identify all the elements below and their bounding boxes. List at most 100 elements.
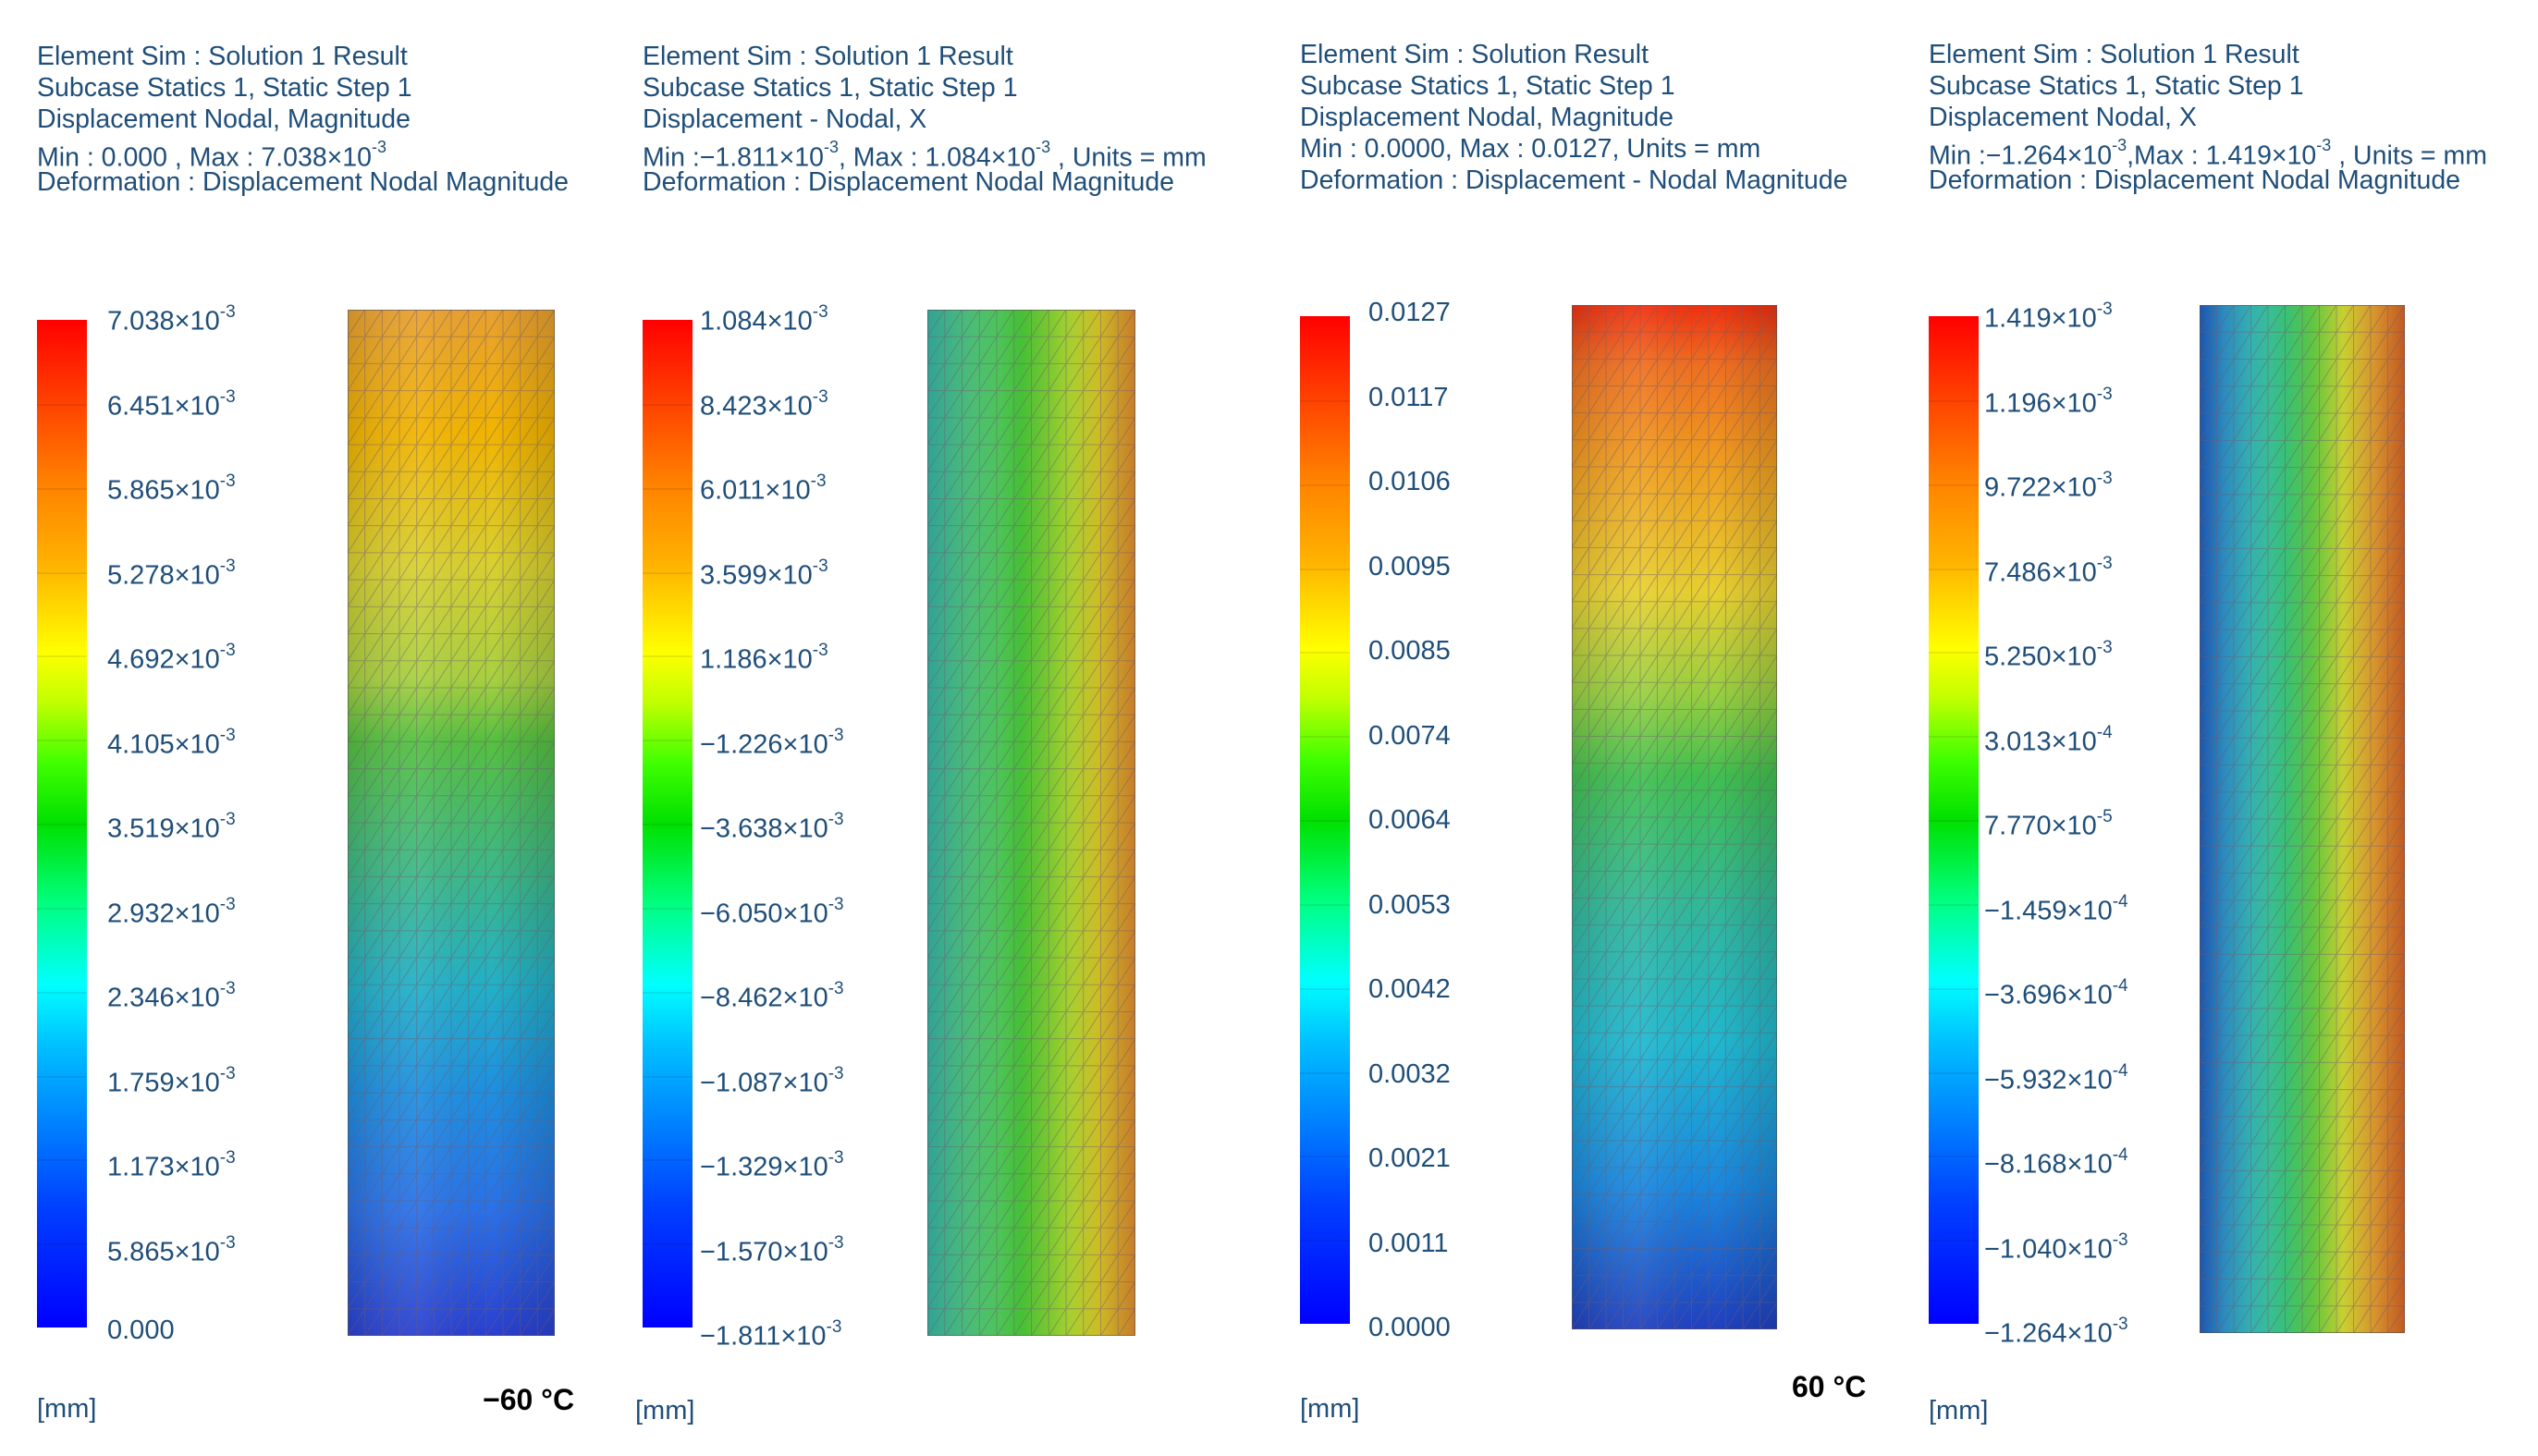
temperature-label: −60 °C [483,1383,575,1416]
header-line-2: Subcase Statics 1, Static Step 1 [1929,71,2304,101]
colorbar-label: −1.264×10-3 [1984,1313,2128,1349]
label-value: 5.865×10 [107,475,220,506]
header-line-1: Element Sim : Solution 1 Result [643,42,1013,71]
unit-label: [mm] [37,1394,97,1424]
colorbar-tick [1929,820,1979,822]
colorbar-label: −1.087×10-3 [700,1062,844,1098]
panel-3-header: Element Sim : Solution Result Subcase St… [1300,39,1847,196]
mesh-lines [348,310,555,1336]
label-exponent: -3 [2096,300,2113,319]
label-exponent: -3 [219,556,236,576]
colorbar-label: 3.013×10-4 [1984,721,2113,757]
label-value: 1.186×10 [700,644,813,675]
colorbar-label: −1.570×10-3 [700,1231,844,1267]
label-value: 0.0127 [1368,298,1451,327]
colorbar-tick [643,403,693,406]
colorbar-tick [1929,1071,1979,1074]
header-line-3: Displacement Nodal, Magnitude [1300,103,1674,132]
label-exponent: -3 [219,810,236,829]
colorbar-tick [1300,736,1350,739]
colorbar-tick [1929,903,1979,906]
cylinder-outline [348,310,555,1336]
label-value: −5.932×10 [1984,1065,2113,1095]
label-exponent: -3 [828,725,844,745]
colorbar-tick [1300,1071,1350,1074]
colorbar-label: 0.0042 [1368,974,1451,1004]
colorbar-tick [37,571,87,574]
label-value: 3.013×10 [1984,727,2097,757]
colorbar-label: 5.865×10-3 [107,1231,236,1267]
label-exponent: -4 [2112,1060,2128,1081]
min-text: Min :−1.264×10 [1929,141,2113,171]
label-exponent: -3 [219,302,236,322]
label-value: 7.486×10 [1984,557,2097,588]
label-exponent: -4 [2112,891,2128,912]
label-exponent: -3 [828,810,844,829]
colorbar-tick [643,655,693,658]
cylinder-contour [348,310,555,1336]
colorbar-tick [37,487,87,490]
mesh-grid [927,310,1135,1336]
label-value: 8.423×10 [700,391,813,422]
cylinder-shading [348,310,555,1336]
colorbar-tick [1929,568,1979,570]
colorbar-tick [1929,652,1979,655]
colorbar-label: 1.084×10-3 [700,300,828,336]
label-value: 3.599×10 [700,560,813,591]
mesh-grid [1572,305,1777,1329]
colorbar-tick [1300,652,1350,655]
label-exponent: -3 [219,979,236,998]
label-value: 0.0000 [1368,1313,1451,1342]
label-value: 2.932×10 [107,899,220,929]
panel-1-header: Element Sim : Solution 1 Result Subcase … [37,41,569,198]
label-exponent: -3 [810,471,827,491]
colorbar-label: 0.0095 [1368,552,1451,581]
colorbar-label: 7.486×10-3 [1984,552,2113,588]
label-exponent: -3 [828,894,844,914]
label-value: −1.264×10 [1984,1318,2113,1349]
label-exponent: -3 [219,386,236,407]
max-text: ,Max : 1.419×10 [2127,141,2317,171]
colorbar-tick [1300,987,1350,990]
colorbar-label: 7.038×10-3 [107,300,236,336]
label-exponent: -3 [812,641,828,660]
header-line-5: Deformation : Displacement - Nodal Magni… [1300,165,1848,195]
colorbar-tick [37,403,87,406]
colorbar-label: −8.168×10-4 [1984,1144,2128,1180]
label-value: −1.040×10 [1984,1234,2113,1265]
label-exponent: -3 [828,979,844,998]
label-value: 0.0074 [1368,720,1451,751]
colorbar-label: −1.040×10-3 [1984,1229,2128,1265]
colorbar-tick [37,991,87,994]
max-exponent: -3 [2316,136,2332,154]
colorbar-tick [643,907,693,910]
label-exponent: -3 [812,556,828,576]
colorbar-tick [643,740,693,742]
colorbar-tick [37,1243,87,1246]
label-exponent: -3 [812,302,828,322]
colorbar-label: −1.329×10-3 [700,1146,844,1182]
label-value: 5.865×10 [107,1237,220,1267]
colorbar [1300,316,1350,1324]
label-exponent: -3 [219,641,236,660]
label-value: −3.696×10 [1984,980,2113,1010]
mesh-grid [348,310,555,1336]
header-line-2: Subcase Statics 1, Static Step 1 [1300,71,1675,101]
label-value: −1.087×10 [700,1068,828,1098]
cylinder-outline [2200,305,2405,1333]
colorbar-tick [1929,987,1979,990]
colorbar-label: 5.250×10-3 [1984,636,2113,672]
label-value: 6.451×10 [107,391,220,422]
colorbar-tick [1300,903,1350,906]
colorbar-label: 2.346×10-3 [107,977,236,1013]
cylinder-svg [2200,305,2405,1333]
label-value: 9.722×10 [1984,472,2097,503]
colorbar-label: 5.278×10-3 [107,555,236,591]
colorbar-tick [1929,1156,1979,1158]
colorbar-label: 0.000 [107,1315,175,1345]
label-value: 1.759×10 [107,1068,220,1098]
colorbar-tick [1300,820,1350,822]
header-line-1: Element Sim : Solution 1 Result [1929,40,2299,69]
header-line-2: Subcase Statics 1, Static Step 1 [37,73,412,103]
label-exponent: -3 [219,725,236,745]
